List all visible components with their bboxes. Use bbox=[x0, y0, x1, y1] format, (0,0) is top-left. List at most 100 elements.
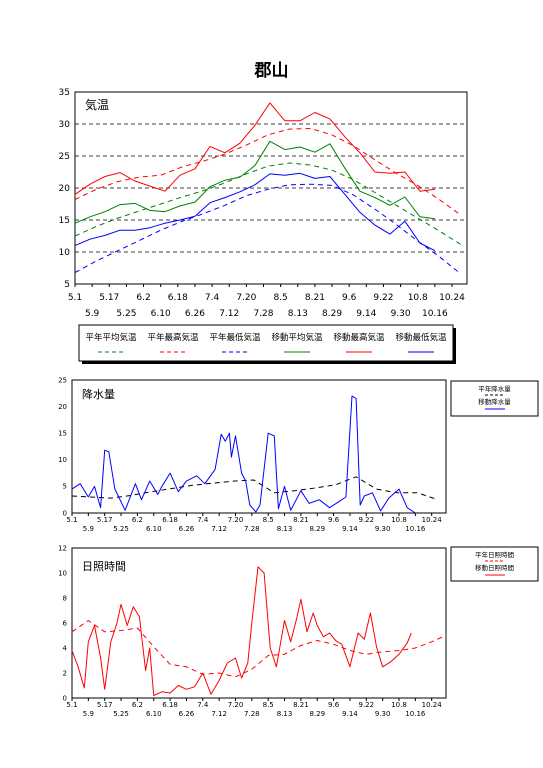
x-tick-label: 9.30 bbox=[391, 309, 411, 319]
y-tick-label: 35 bbox=[59, 88, 70, 98]
y-tick-label: 10 bbox=[58, 456, 67, 464]
x-tick-label: 6.18 bbox=[168, 293, 188, 303]
temperature-legend: 平年平均気温 平年最高気温 平年最低気温 移動平均気温 移動最高気温 移動最低気温 bbox=[78, 324, 456, 364]
x-tick-label: 6.2 bbox=[136, 293, 150, 303]
x-tick-label: 8.13 bbox=[288, 309, 308, 319]
chart-title: 日照時間 bbox=[82, 560, 126, 573]
x-tick-label: 5.17 bbox=[97, 701, 113, 709]
x-tick-label: 8.21 bbox=[305, 293, 325, 303]
x-tick-label: 6.26 bbox=[185, 309, 205, 319]
series-line bbox=[74, 162, 461, 245]
x-tick-label: 7.28 bbox=[244, 525, 260, 533]
y-tick-label: 25 bbox=[59, 152, 70, 162]
x-tick-label: 7.4 bbox=[205, 293, 220, 303]
x-tick-label: 6.26 bbox=[179, 710, 195, 718]
y-tick-label: 12 bbox=[58, 544, 67, 552]
x-tick-label: 9.14 bbox=[342, 710, 358, 718]
x-tick-label: 7.20 bbox=[236, 293, 256, 303]
x-tick-label: 5.9 bbox=[83, 525, 94, 533]
y-tick-label: 25 bbox=[58, 376, 67, 384]
y-tick-label: 6 bbox=[63, 619, 68, 627]
x-tick-label: 9.22 bbox=[373, 293, 393, 303]
legend-label: 平年降水量 bbox=[478, 384, 511, 393]
plot-frame bbox=[71, 547, 447, 699]
y-tick-label: 8 bbox=[63, 594, 67, 602]
legend-label: 平年平均気温 bbox=[85, 332, 137, 343]
legend-label: 移動降水量 bbox=[478, 397, 511, 406]
series-line bbox=[74, 102, 435, 195]
x-tick-label: 5.17 bbox=[99, 293, 119, 303]
y-tick-label: 5 bbox=[63, 483, 67, 491]
y-tick-label: 15 bbox=[59, 216, 70, 226]
legend-label: 移動最高気温 bbox=[333, 332, 385, 343]
y-tick-label: 0 bbox=[63, 509, 67, 517]
x-tick-label: 5.1 bbox=[66, 701, 77, 709]
x-tick-label: 7.12 bbox=[211, 710, 227, 718]
chart-title: 降水量 bbox=[82, 387, 115, 401]
x-tick-label: 6.2 bbox=[132, 516, 143, 524]
x-tick-label: 6.10 bbox=[151, 309, 171, 319]
x-tick-label: 6.18 bbox=[162, 516, 178, 524]
x-tick-label: 7.4 bbox=[197, 701, 209, 709]
x-tick-label: 10.16 bbox=[405, 525, 426, 533]
y-tick-label: 2 bbox=[63, 669, 67, 677]
x-tick-label: 8.29 bbox=[322, 309, 342, 319]
x-tick-label: 9.6 bbox=[342, 293, 357, 303]
page-title: 郡山 bbox=[254, 61, 289, 81]
x-tick-label: 7.12 bbox=[211, 525, 227, 533]
x-tick-label: 6.10 bbox=[146, 710, 162, 718]
series-line bbox=[74, 172, 436, 252]
x-tick-label: 9.22 bbox=[358, 516, 374, 524]
x-tick-label: 5.1 bbox=[68, 293, 82, 303]
x-tick-label: 6.26 bbox=[179, 525, 195, 533]
y-tick-label: 20 bbox=[58, 403, 67, 411]
x-tick-label: 8.13 bbox=[277, 525, 293, 533]
legend-label: 移動平均気温 bbox=[271, 332, 323, 343]
x-tick-label: 10.8 bbox=[408, 293, 428, 303]
x-tick-label: 9.22 bbox=[358, 701, 374, 709]
legend-label: 移動日照時間 bbox=[475, 563, 514, 572]
y-tick-label: 10 bbox=[58, 569, 67, 577]
x-tick-label: 6.10 bbox=[146, 525, 162, 533]
series-line bbox=[71, 395, 416, 514]
x-tick-label: 7.28 bbox=[253, 309, 273, 319]
x-tick-label: 8.5 bbox=[263, 701, 274, 709]
x-tick-label: 9.6 bbox=[328, 701, 340, 709]
precipitation-chart: 0 5 10 15 20 25 5.1 5.17 6.2 6.18 7.4 7.20 8.5 8.21 9.… bbox=[58, 376, 539, 533]
legend-label: 平年最高気温 bbox=[147, 332, 199, 343]
x-tick-label: 9.30 bbox=[375, 525, 391, 533]
x-tick-label: 8.5 bbox=[263, 516, 274, 524]
x-tick-label: 7.20 bbox=[228, 516, 244, 524]
y-tick-label: 5 bbox=[64, 280, 70, 290]
x-tick-label: 10.24 bbox=[422, 516, 443, 524]
plot-frame bbox=[71, 379, 447, 514]
temperature-chart: 5 10 15 20 25 30 35 5.1 5.17 6.2 6.18 7.4 7.20 8.5 8.2… bbox=[59, 88, 468, 364]
chart-title: 気温 bbox=[85, 97, 109, 112]
sunshine-chart: 0 2 4 6 8 10 12 5.1 5.17 6.2 6.18 7.4 7.20 8.5 8.21 9.6… bbox=[58, 544, 539, 718]
x-tick-label: 5.25 bbox=[113, 710, 129, 718]
legend-box bbox=[450, 380, 539, 417]
x-tick-label: 9.6 bbox=[328, 516, 340, 524]
legend-label: 平年最低気温 bbox=[209, 332, 261, 343]
x-tick-label: 10.8 bbox=[391, 701, 407, 709]
x-tick-label: 8.5 bbox=[273, 293, 287, 303]
legend-box bbox=[78, 324, 454, 362]
x-tick-label: 9.30 bbox=[375, 710, 391, 718]
y-tick-label: 30 bbox=[59, 120, 71, 130]
x-tick-label: 8.13 bbox=[277, 710, 293, 718]
x-tick-label: 7.20 bbox=[228, 701, 244, 709]
series-line bbox=[71, 566, 412, 696]
x-tick-label: 5.17 bbox=[97, 516, 113, 524]
series-line bbox=[74, 183, 461, 275]
x-tick-label: 5.9 bbox=[83, 710, 94, 718]
x-tick-label: 10.16 bbox=[405, 710, 426, 718]
y-tick-label: 10 bbox=[59, 248, 71, 258]
y-tick-label: 4 bbox=[63, 644, 68, 652]
x-tick-label: 10.8 bbox=[391, 516, 407, 524]
y-tick-label: 15 bbox=[58, 430, 67, 438]
series-line bbox=[71, 620, 447, 678]
x-tick-label: 6.2 bbox=[132, 701, 143, 709]
x-tick-label: 5.25 bbox=[116, 309, 136, 319]
y-tick-label: 0 bbox=[63, 694, 67, 702]
